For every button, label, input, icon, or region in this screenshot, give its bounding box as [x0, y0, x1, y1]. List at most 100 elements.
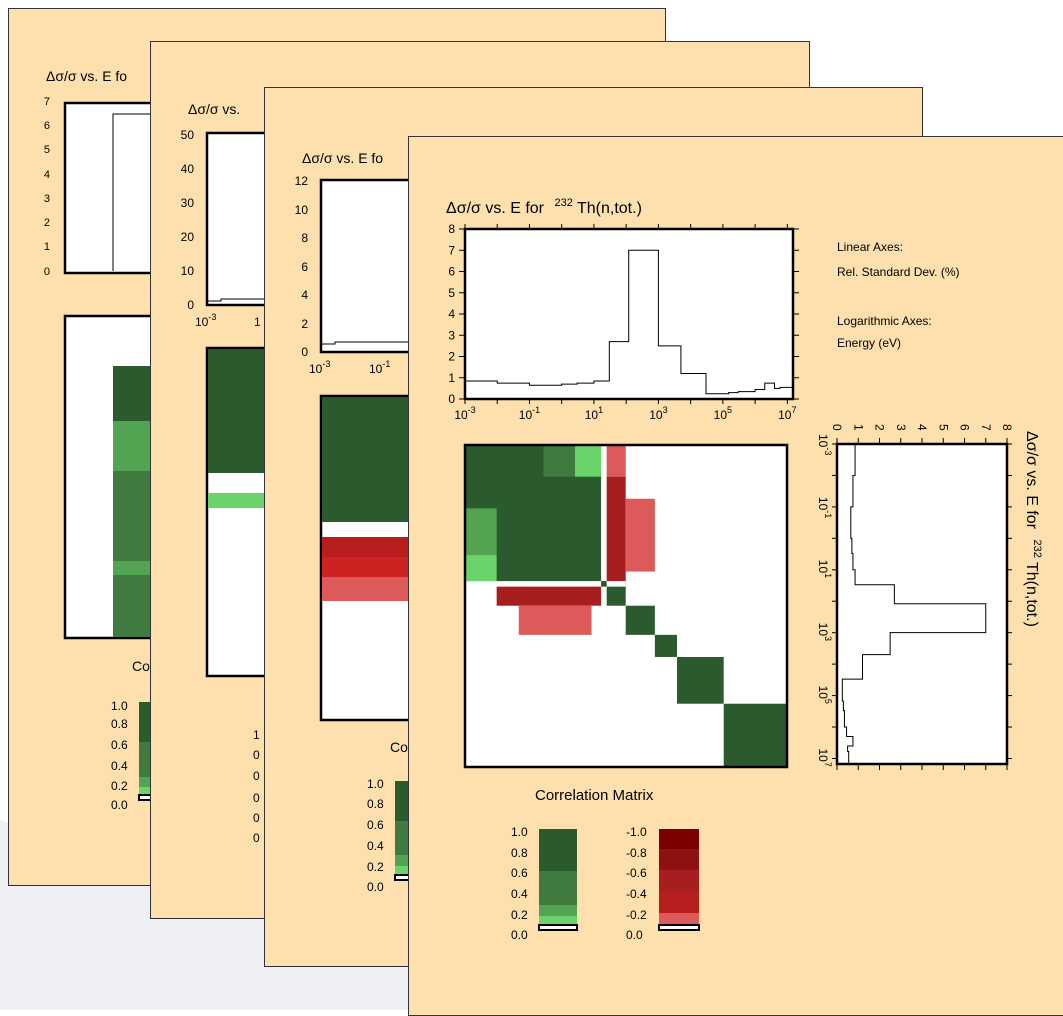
- scale-swatch-neg-0.0: [658, 924, 700, 931]
- svg-text:3: 3: [44, 193, 50, 205]
- svg-text:0.6: 0.6: [511, 866, 528, 880]
- svg-text:0.4: 0.4: [111, 759, 128, 773]
- uncertainty-step-line: [112, 113, 159, 271]
- matrix-cell: [601, 581, 607, 587]
- value-tick-label: 5: [936, 424, 950, 431]
- energy-tick-label: 101: [816, 560, 833, 578]
- svg-text:6: 6: [301, 260, 308, 274]
- svg-text:0.2: 0.2: [511, 908, 528, 922]
- value-tick-label: 6: [958, 424, 972, 431]
- svg-text:0.8: 0.8: [111, 717, 128, 731]
- matrix-cell: [676, 656, 724, 704]
- y-tick-labels: 0 1 2 3 4 5 6 7 8: [448, 222, 455, 406]
- matrix-cells: [322, 397, 411, 601]
- negative-color-scale: [658, 829, 700, 931]
- svg-text:0.2: 0.2: [111, 779, 128, 793]
- uncertainty-step-line: [322, 341, 411, 345]
- svg-text:4: 4: [44, 169, 50, 181]
- svg-text:0: 0: [44, 266, 50, 278]
- svg-text:0: 0: [253, 791, 260, 805]
- energy-tick-labels: 10-3 10-1 101 103 105 107: [816, 434, 833, 767]
- color-scale-labels: 1 0 0 0 0 0: [253, 728, 260, 845]
- svg-text:0.8: 0.8: [367, 797, 384, 811]
- plot-title: Δσ/σ vs. E fo: [302, 150, 383, 166]
- svg-text:7: 7: [44, 96, 50, 108]
- matrix-cell: [606, 445, 626, 477]
- plot-title: Δσ/σ vs.: [188, 101, 240, 117]
- svg-text:10-3: 10-3: [195, 312, 216, 329]
- x-tick-label: 10-3: [454, 405, 475, 422]
- svg-text:0.0: 0.0: [111, 798, 128, 812]
- matrix-cell: [625, 605, 655, 635]
- matrix-caption: Co: [132, 658, 150, 674]
- value-tick-label: 3: [894, 424, 908, 431]
- uncertainty-step-line: [208, 298, 277, 302]
- svg-text:1.0: 1.0: [511, 825, 528, 839]
- energy-tick-label: 105: [816, 686, 833, 704]
- y-tick-label: 3: [448, 328, 455, 342]
- rotated-plot-title: Δσ/σ vs. E for 232 Th(n,tot.): [1023, 431, 1047, 627]
- y-tick-label: 5: [448, 286, 455, 300]
- svg-text:8: 8: [301, 231, 308, 245]
- energy-tick-label: 10-3: [816, 434, 833, 455]
- color-scale-labels: 1.0 0.8 0.6 0.4 0.2 0.0: [367, 777, 384, 894]
- svg-text:0: 0: [253, 769, 260, 783]
- svg-text:0.6: 0.6: [111, 738, 128, 752]
- linear-axes-value: Rel. Standard Dev. (%): [837, 265, 960, 279]
- x-tick-label: 103: [649, 405, 667, 422]
- energy-tick-label: 103: [816, 623, 833, 641]
- color-scale: [394, 781, 412, 881]
- svg-text:10-1: 10-1: [369, 359, 390, 376]
- svg-text:0.0: 0.0: [626, 928, 643, 942]
- y-tick-label: 7: [448, 243, 455, 257]
- y-tick-label: 0: [448, 392, 455, 406]
- x-tick-labels: 10-3 10-1: [309, 359, 390, 376]
- matrix-cell: [606, 476, 626, 582]
- energy-tick-label: 10-1: [816, 497, 833, 518]
- svg-text:0.4: 0.4: [511, 887, 528, 901]
- scale-swatch-neg-0.6: [659, 870, 699, 891]
- uncertainty-plot: 0 1 2 3 4 5 6 7 8 10-3 10-1 101 103 105 107: [448, 222, 799, 422]
- scale-swatch-0.8-1.0: [539, 829, 577, 871]
- svg-text:0: 0: [253, 811, 260, 825]
- matrix-caption: Co: [390, 739, 408, 755]
- scale-swatch-neg-0.8: [659, 849, 699, 870]
- plot-frame: [63, 101, 167, 275]
- svg-text:0: 0: [253, 831, 260, 845]
- svg-text:0: 0: [253, 748, 260, 762]
- matrix-cell: [518, 605, 592, 635]
- svg-text:4: 4: [301, 288, 308, 302]
- x-tick-label: 10-1: [519, 405, 540, 422]
- svg-text:-0.8: -0.8: [626, 846, 647, 860]
- svg-text:10: 10: [295, 203, 309, 217]
- scale-swatch-neg-0.2: [659, 913, 699, 925]
- svg-text:1: 1: [253, 728, 260, 742]
- scale-swatch-0.1-0.2: [539, 916, 577, 925]
- y-tick-label: 6: [448, 265, 455, 279]
- matrix-caption: Correlation Matrix: [535, 787, 654, 804]
- svg-text:-1.0: -1.0: [626, 825, 647, 839]
- matrix-cells: [465, 445, 787, 767]
- scale-swatch-neg-1.0: [659, 829, 699, 849]
- x-tick-label: 105: [714, 405, 732, 422]
- svg-text:2: 2: [44, 217, 50, 229]
- x-tick-label: 101: [585, 405, 603, 422]
- plot-frame: [319, 178, 413, 354]
- matrix-cell: [575, 445, 602, 477]
- svg-text:40: 40: [181, 162, 195, 176]
- value-tick-label: 7: [979, 424, 993, 431]
- y-tick-labels: 12 10 8 6 4 2 0: [295, 174, 309, 359]
- svg-text:10-3: 10-3: [309, 359, 330, 376]
- matrix-frame: [463, 443, 789, 769]
- value-tick-label: 1: [851, 424, 865, 431]
- y-tick-labels: 7 6 5 4 3 2 1 0: [44, 96, 50, 278]
- matrix-cell: [543, 445, 576, 477]
- svg-text:5: 5: [44, 144, 50, 156]
- matrix-cell: [625, 498, 655, 572]
- correlation-matrix: [463, 443, 789, 769]
- svg-text:0: 0: [301, 345, 308, 359]
- positive-color-scale: [538, 829, 578, 931]
- svg-text:1: 1: [254, 315, 261, 329]
